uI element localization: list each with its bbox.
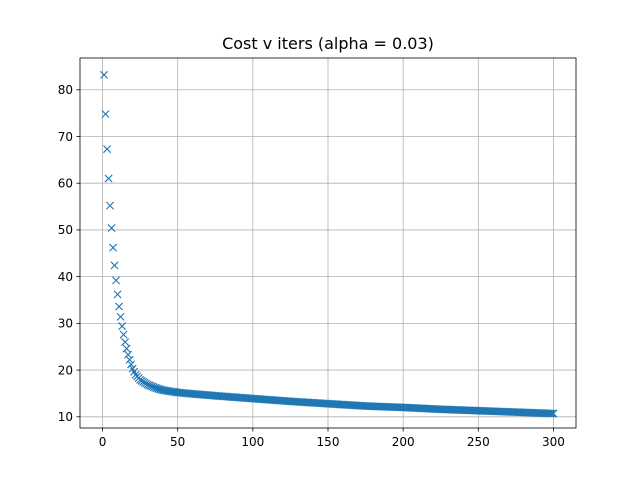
data-point-marker [122, 344, 131, 353]
data-point-marker [107, 224, 116, 233]
data-markers [100, 70, 558, 418]
data-point-marker [154, 384, 163, 393]
x-tick-label: 300 [542, 435, 565, 449]
y-tick-label: 10 [58, 410, 73, 424]
y-tick-label: 70 [58, 130, 73, 144]
data-point-marker [100, 70, 109, 79]
data-point-marker [118, 322, 127, 331]
data-point-marker [113, 290, 122, 299]
data-point-marker [549, 409, 558, 418]
data-point-marker [116, 312, 125, 321]
data-point-marker [546, 409, 555, 418]
y-tick-label: 60 [58, 177, 73, 191]
data-point-marker [125, 355, 134, 364]
grid [80, 58, 576, 428]
y-tick-label: 80 [58, 83, 73, 97]
x-tick-label: 150 [317, 435, 340, 449]
data-point-marker [121, 338, 130, 347]
data-point-marker [104, 174, 113, 183]
data-point-marker [155, 385, 164, 394]
y-tick-label: 40 [58, 270, 73, 284]
y-axis: 10 20 30 40 50 60 70 80 [58, 83, 80, 424]
x-tick-label: 100 [241, 435, 264, 449]
y-tick-label: 50 [58, 223, 73, 237]
data-point-marker [124, 350, 133, 359]
x-tick-label: 250 [467, 435, 490, 449]
data-point-marker [101, 110, 110, 119]
y-tick-label: 30 [58, 317, 73, 331]
data-point-marker [109, 243, 118, 252]
x-axis: 0 50 100 150 200 250 300 [99, 428, 565, 449]
data-point-marker [112, 276, 121, 285]
data-point-marker [127, 360, 136, 369]
data-point-marker [106, 201, 115, 210]
x-tick-label: 200 [392, 435, 415, 449]
data-point-marker [119, 330, 128, 339]
data-point-marker [547, 409, 556, 418]
chart-title: Cost v iters (alpha = 0.03) [222, 34, 434, 53]
y-tick-label: 20 [58, 363, 73, 377]
data-point-marker [151, 383, 160, 392]
data-point-marker [110, 261, 119, 270]
x-tick-label: 0 [99, 435, 107, 449]
x-tick-label: 50 [170, 435, 185, 449]
data-point-marker [103, 145, 112, 154]
data-point-marker [152, 384, 161, 393]
data-point-marker [115, 302, 124, 311]
